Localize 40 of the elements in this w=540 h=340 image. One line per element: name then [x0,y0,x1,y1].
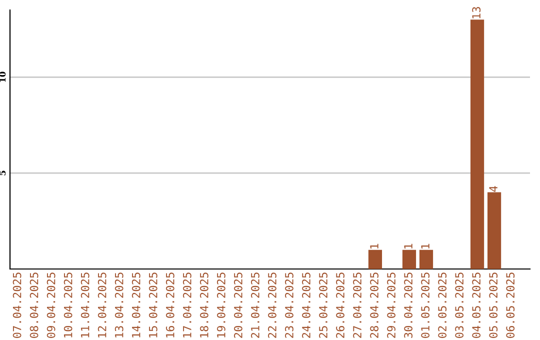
x-tick-label: 13.04.2025 [114,272,124,338]
x-tick-label: 25.04.2025 [319,272,328,338]
x-tick-label: 20.04.2025 [234,272,242,338]
x-tick-label: 09.04.2025 [46,272,56,338]
bar [419,250,434,269]
x-tick-label: 22.04.2025 [268,272,276,338]
x-tick-label: 11.04.2025 [80,272,90,338]
x-tick-label: 06.05.2025 [506,272,515,338]
x-tick-label: 29.04.2025 [387,272,396,338]
x-tick-label: 12.04.2025 [98,272,106,338]
x-tick-label: 17.04.2025 [182,272,192,338]
x-tick-label: 15.04.2025 [148,272,158,338]
x-tick-label: 30.04.2025 [404,272,412,338]
data-label: 1 [404,244,412,248]
x-tick-label: 05.05.2025 [489,272,498,338]
x-tick-label: 10.04.2025 [64,272,72,338]
data-label: 4 [489,186,498,192]
x-tick-label: 08.04.2025 [30,272,38,338]
x-tick-label: 27.04.2025 [353,272,362,338]
data-label: 1 [370,244,378,248]
x-tick-label: 14.04.2025 [132,272,140,338]
x-tick-label: 26.04.2025 [336,272,344,338]
x-tick-label: 24.04.2025 [302,272,310,338]
x-tick-label: 23.04.2025 [285,272,294,338]
x-tick-label: 16.04.2025 [166,272,174,338]
x-tick-label: 02.05.2025 [438,272,446,338]
bar [368,250,382,269]
data-label: 13 [472,7,481,18]
x-tick-label: 03.05.2025 [455,272,464,338]
x-tick-label: 01.05.2025 [421,272,430,338]
bar [470,20,484,269]
x-tick-label: 28.04.2025 [370,272,378,338]
data-label: 1 [421,244,430,248]
x-tick-label: 04.05.2025 [472,272,481,338]
x-tick-label: 21.04.2025 [250,272,260,338]
bar [487,192,502,269]
x-tick-label: 07.04.2025 [12,272,22,338]
x-tick-label: 19.04.2025 [216,272,226,338]
x-tick-label: 18.04.2025 [200,272,208,338]
bar [402,250,416,269]
